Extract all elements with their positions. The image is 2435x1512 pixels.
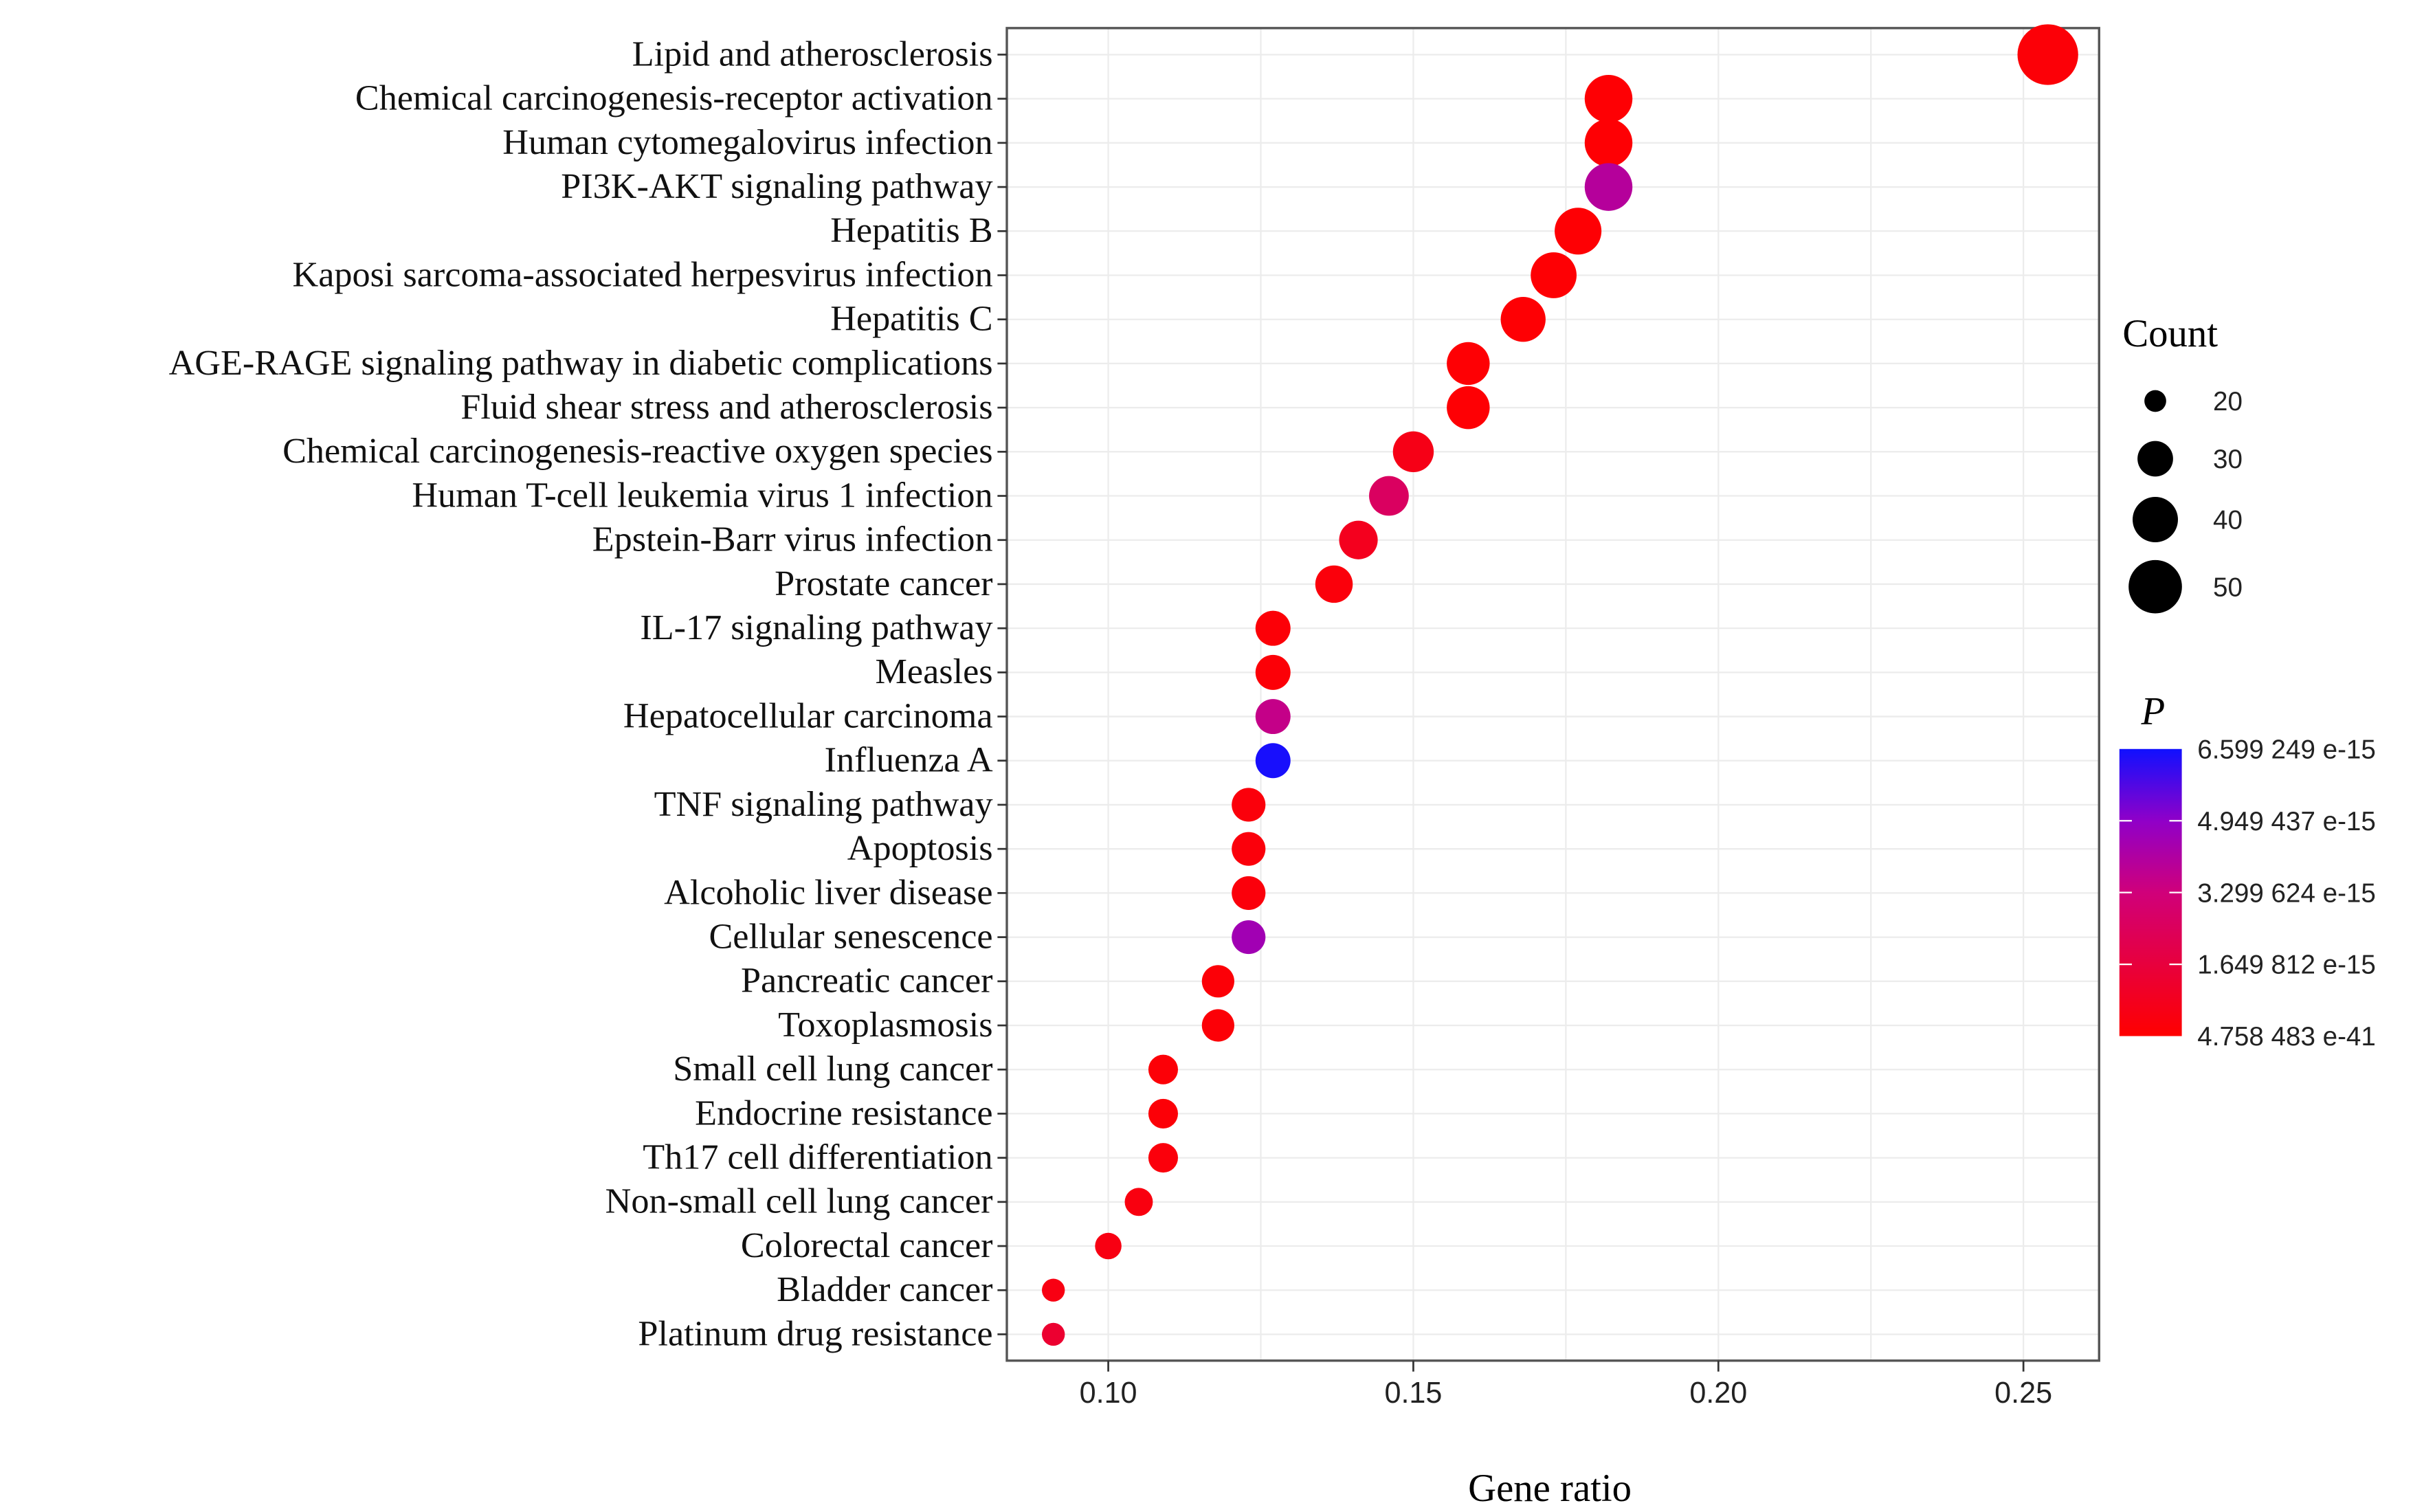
y-tick-label: Endocrine resistance xyxy=(695,1093,992,1133)
y-tick-label: Chemical carcinogenesis-receptor activat… xyxy=(355,78,993,118)
y-tick-label: Human T-cell leukemia virus 1 infection xyxy=(412,475,992,515)
x-tick-label: 0.10 xyxy=(1080,1377,1137,1410)
y-tick-label: Chemical carcinogenesis-reactive oxygen … xyxy=(282,431,992,471)
data-point xyxy=(1339,520,1378,559)
y-tick-label: Alcoholic liver disease xyxy=(664,872,992,912)
data-point xyxy=(1255,699,1291,735)
x-axis-title: Gene ratio xyxy=(1468,1467,1632,1510)
y-tick-label: Hepatocellular carcinoma xyxy=(623,696,993,735)
data-point xyxy=(1041,1278,1065,1302)
p-legend-label: 3.299 624 e-15 xyxy=(2197,878,2376,908)
x-tick-label: 0.15 xyxy=(1384,1377,1442,1410)
y-tick-label: Platinum drug resistance xyxy=(638,1313,992,1353)
y-tick-label: Fluid shear stress and atherosclerosis xyxy=(460,387,992,427)
data-point xyxy=(1584,119,1633,167)
data-point xyxy=(1124,1188,1153,1216)
size-legend-label: 20 xyxy=(2213,387,2243,416)
y-tick-label: Measles xyxy=(876,652,993,691)
count-legend-title: Count xyxy=(2122,312,2218,355)
size-legend-label: 30 xyxy=(2213,445,2243,474)
data-point xyxy=(1232,876,1266,910)
data-point xyxy=(1369,476,1409,516)
y-tick-label: Prostate cancer xyxy=(775,564,992,603)
size-legend-dot xyxy=(2137,441,2173,477)
y-tick-label: Lipid and atherosclerosis xyxy=(632,34,993,74)
data-point xyxy=(1500,297,1546,342)
p-legend-title: P xyxy=(2141,689,2166,733)
y-tick-label: Hepatitis C xyxy=(830,299,992,339)
p-legend-label: 4.758 483 e-41 xyxy=(2197,1022,2376,1052)
data-point xyxy=(1584,74,1633,123)
y-tick-label: Small cell lung cancer xyxy=(673,1049,992,1089)
y-tick-label: AGE-RAGE signaling pathway in diabetic c… xyxy=(169,343,993,383)
size-legend-dot xyxy=(2144,390,2166,412)
p-legend: P 6.599 249 e-15 4.949 437 e-15 3.299 624 … xyxy=(2119,689,2376,1052)
data-point xyxy=(1555,208,1602,255)
y-tick-label: Bladder cancer xyxy=(777,1269,992,1309)
data-point xyxy=(1041,1322,1065,1346)
y-tick-label: Apoptosis xyxy=(847,828,993,868)
data-point xyxy=(1148,1054,1179,1085)
y-tick-label: Influenza A xyxy=(825,740,993,780)
data-point xyxy=(1531,252,1577,298)
x-tick-label: 0.25 xyxy=(1994,1377,2052,1410)
data-point xyxy=(1201,1009,1234,1042)
data-point xyxy=(1447,342,1490,386)
y-tick-label: Human cytomegalovirus infection xyxy=(502,122,992,162)
data-point xyxy=(1148,1098,1179,1129)
data-point xyxy=(1255,654,1291,690)
y-tick-label: Epstein-Barr virus infection xyxy=(592,520,993,559)
y-tick-label: Toxoplasmosis xyxy=(778,1005,992,1045)
data-point xyxy=(1232,920,1266,955)
p-legend-label: 6.599 249 e-15 xyxy=(2197,735,2376,764)
data-points xyxy=(1041,24,2078,1346)
p-legend-label: 4.949 437 e-15 xyxy=(2197,807,2376,836)
data-point xyxy=(1447,386,1490,430)
data-point xyxy=(1255,743,1291,779)
size-legend-label: 50 xyxy=(2213,572,2243,602)
x-tick-label: 0.20 xyxy=(1689,1377,1747,1410)
plot-panel-border xyxy=(1005,27,2100,1362)
count-legend: Count 20 30 40 50 xyxy=(2122,312,2243,614)
y-tick-label: Kaposi sarcoma-associated herpesvirus in… xyxy=(293,254,993,294)
data-point xyxy=(1232,832,1266,866)
data-point xyxy=(2017,24,2078,85)
y-tick-label: Non-small cell lung cancer xyxy=(605,1181,993,1221)
p-legend-label: 1.649 812 e-15 xyxy=(2197,950,2376,980)
y-tick-label: Pancreatic cancer xyxy=(741,961,993,1001)
size-legend-dot xyxy=(2133,497,2178,543)
data-point xyxy=(1232,788,1266,822)
size-legend-dot xyxy=(2128,559,2182,614)
y-tick-label: Cellular senescence xyxy=(709,916,993,956)
data-point xyxy=(1255,610,1291,646)
y-tick-label: Hepatitis B xyxy=(830,210,992,250)
y-tick-label: Th17 cell differentiation xyxy=(643,1137,992,1177)
data-point xyxy=(1095,1232,1122,1260)
y-tick-label: TNF signaling pathway xyxy=(654,784,993,824)
y-tick-label: PI3K-AKT signaling pathway xyxy=(561,166,992,206)
x-axis-ticks: 0.10 0.15 0.20 0.25 xyxy=(1080,1360,2052,1410)
data-point xyxy=(1584,163,1633,211)
size-legend-label: 40 xyxy=(2213,506,2243,535)
y-tick-label: Colorectal cancer xyxy=(741,1225,993,1265)
data-point xyxy=(1392,431,1434,473)
y-tick-label: IL-17 signaling pathway xyxy=(640,608,992,647)
data-point xyxy=(1315,565,1353,603)
data-point xyxy=(1201,965,1234,998)
data-point xyxy=(1148,1143,1179,1173)
